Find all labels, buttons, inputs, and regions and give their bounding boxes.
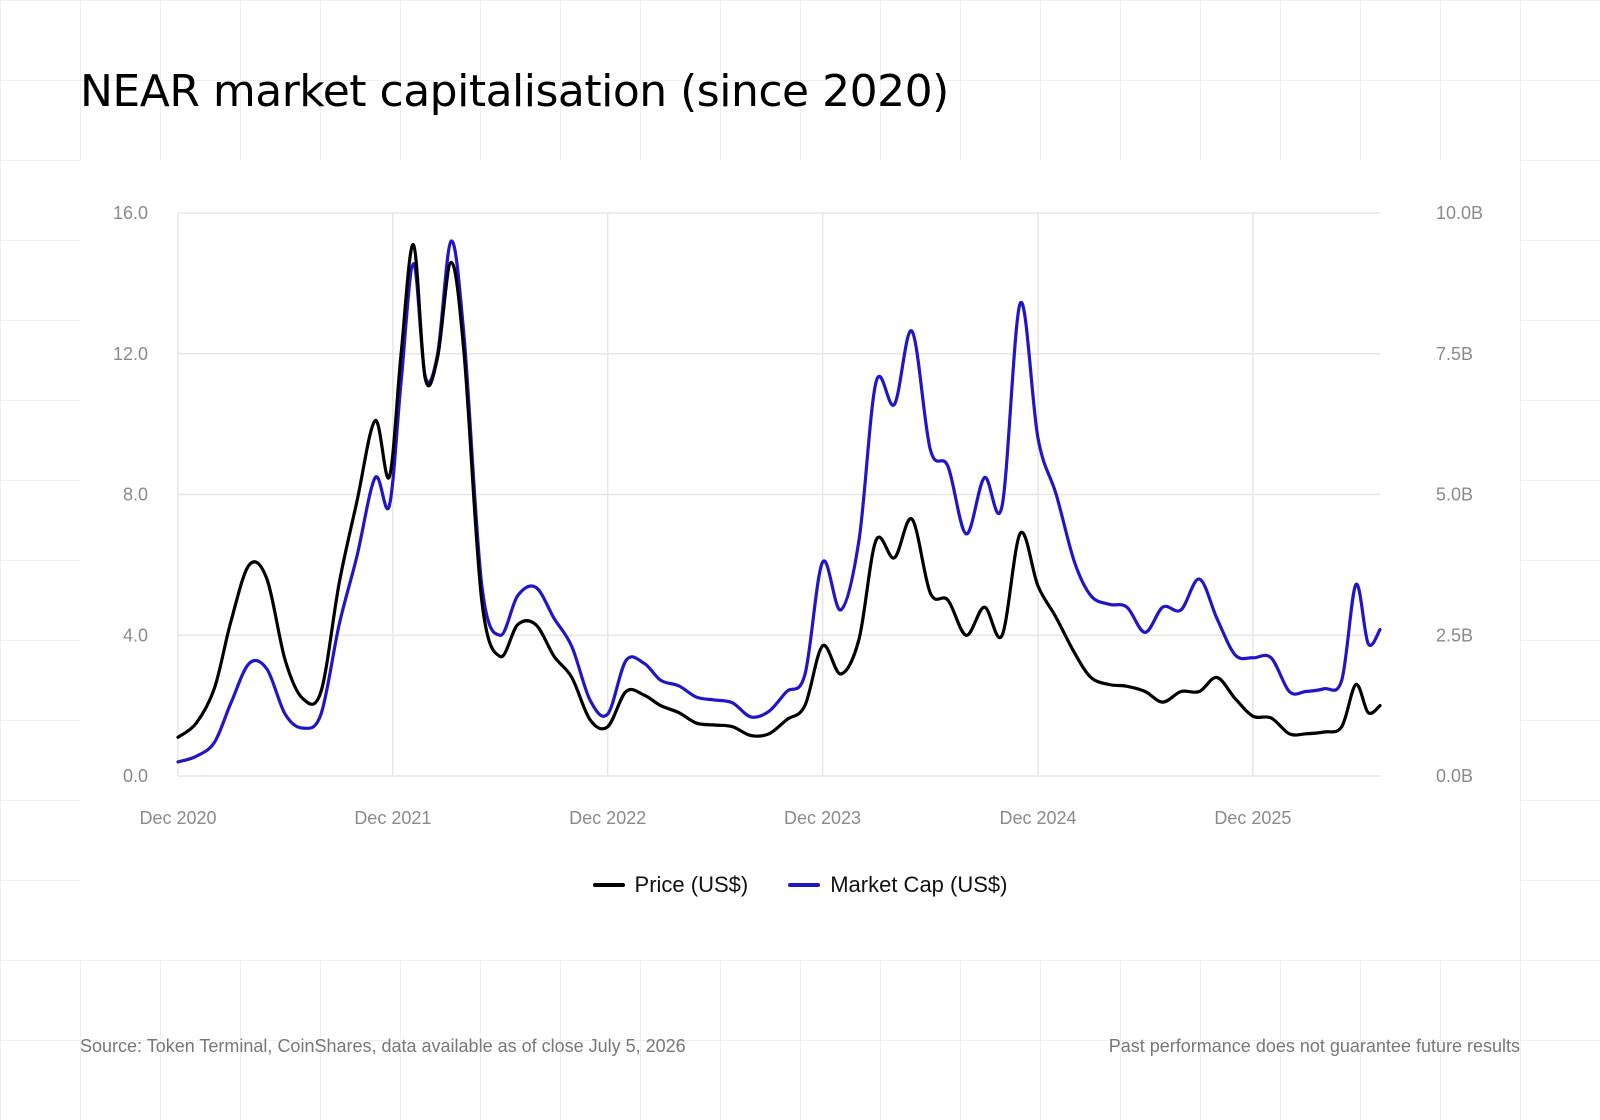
disclaimer-note: Past performance does not guarantee futu… <box>1108 1036 1520 1056</box>
x-axis: Dec 2020 Dec 2021 Dec 2022 Dec 2023 Dec 2024… <box>139 808 1291 828</box>
y-right-tick-label: 0.0B <box>1436 766 1473 786</box>
line-chart: 0.04.08.012.016.0 0.0B2.5B5.0B7.5B10.0B … <box>113 203 1483 828</box>
legend-swatch-market-cap <box>788 883 821 887</box>
x-tick-label: Dec 2020 <box>139 808 216 828</box>
y-right-tick-label: 7.5B <box>1436 344 1473 364</box>
series-layer <box>176 239 1382 764</box>
series-line-market-cap <box>176 239 1382 764</box>
y-left-tick-label: 4.0 <box>123 625 148 645</box>
legend-item-price[interactable]: Price (US$) <box>592 872 749 898</box>
chart-card: 0.0 4.0 8.0 12.0 16.0 0.0B 2.5B 5.0B 7.5B 10.0B … <box>80 160 1520 960</box>
grid-layer <box>177 212 1380 777</box>
right-axis: 0.0B 2.5B 5.0B 7.5B 10.0B <box>1436 203 1483 786</box>
x-tick-label: Dec 2024 <box>999 808 1076 828</box>
y-right-tick-label: 5.0B <box>1436 485 1473 505</box>
y-right-tick-label: 10.0B <box>1436 203 1483 223</box>
x-tick-label: Dec 2022 <box>569 808 646 828</box>
legend-label-market-cap: Market Cap (US$) <box>830 872 1008 897</box>
y-left-tick-label: 8.0 <box>123 485 148 505</box>
y-left-tick-label: 16.0 <box>113 203 148 223</box>
legend-item-market-cap[interactable]: Market Cap (US$) <box>788 872 1007 898</box>
y-left-tick-label: 12.0 <box>113 344 148 364</box>
legend-swatch-price <box>592 883 625 887</box>
chart-title: NEAR market capitalisation (since 2020) <box>80 66 949 117</box>
y-left-tick-label: 0.0 <box>123 766 148 786</box>
legend-label-price: Price (US$) <box>634 872 749 897</box>
x-tick-label: Dec 2023 <box>784 808 861 828</box>
y-right-tick-label: 2.5B <box>1436 625 1473 645</box>
source-note: Source: Token Terminal, CoinShares, data… <box>80 1036 686 1056</box>
legend: Price (US$) Market Cap (US$) <box>80 872 1520 898</box>
x-tick-label: Dec 2021 <box>354 808 431 828</box>
series-line-price <box>176 243 1382 739</box>
left-axis: 0.0 4.0 8.0 12.0 16.0 <box>113 203 148 786</box>
x-tick-label: Dec 2025 <box>1214 808 1291 828</box>
